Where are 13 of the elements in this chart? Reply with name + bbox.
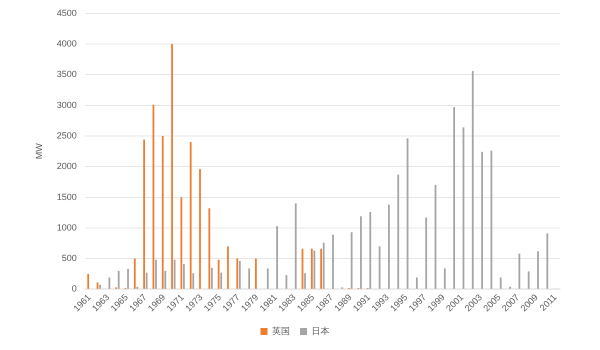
- legend-label: 日本: [312, 326, 330, 336]
- y-tick-label: 3000: [56, 100, 77, 110]
- y-tick-label: 500: [62, 253, 77, 264]
- y-tick-label: 4500: [56, 8, 77, 18]
- y-tick-label: 3500: [56, 69, 77, 80]
- y-tick-label: 0: [72, 284, 77, 294]
- y-tick-label: 1000: [56, 222, 77, 232]
- y-tick-label: 2000: [56, 161, 77, 172]
- y-tick-label: 1500: [56, 192, 77, 202]
- y-tick-label: 2500: [56, 130, 77, 140]
- y-tick-label: 4000: [56, 38, 77, 49]
- y-axis-title: MW: [34, 142, 44, 160]
- legend-label: 英国: [272, 326, 290, 336]
